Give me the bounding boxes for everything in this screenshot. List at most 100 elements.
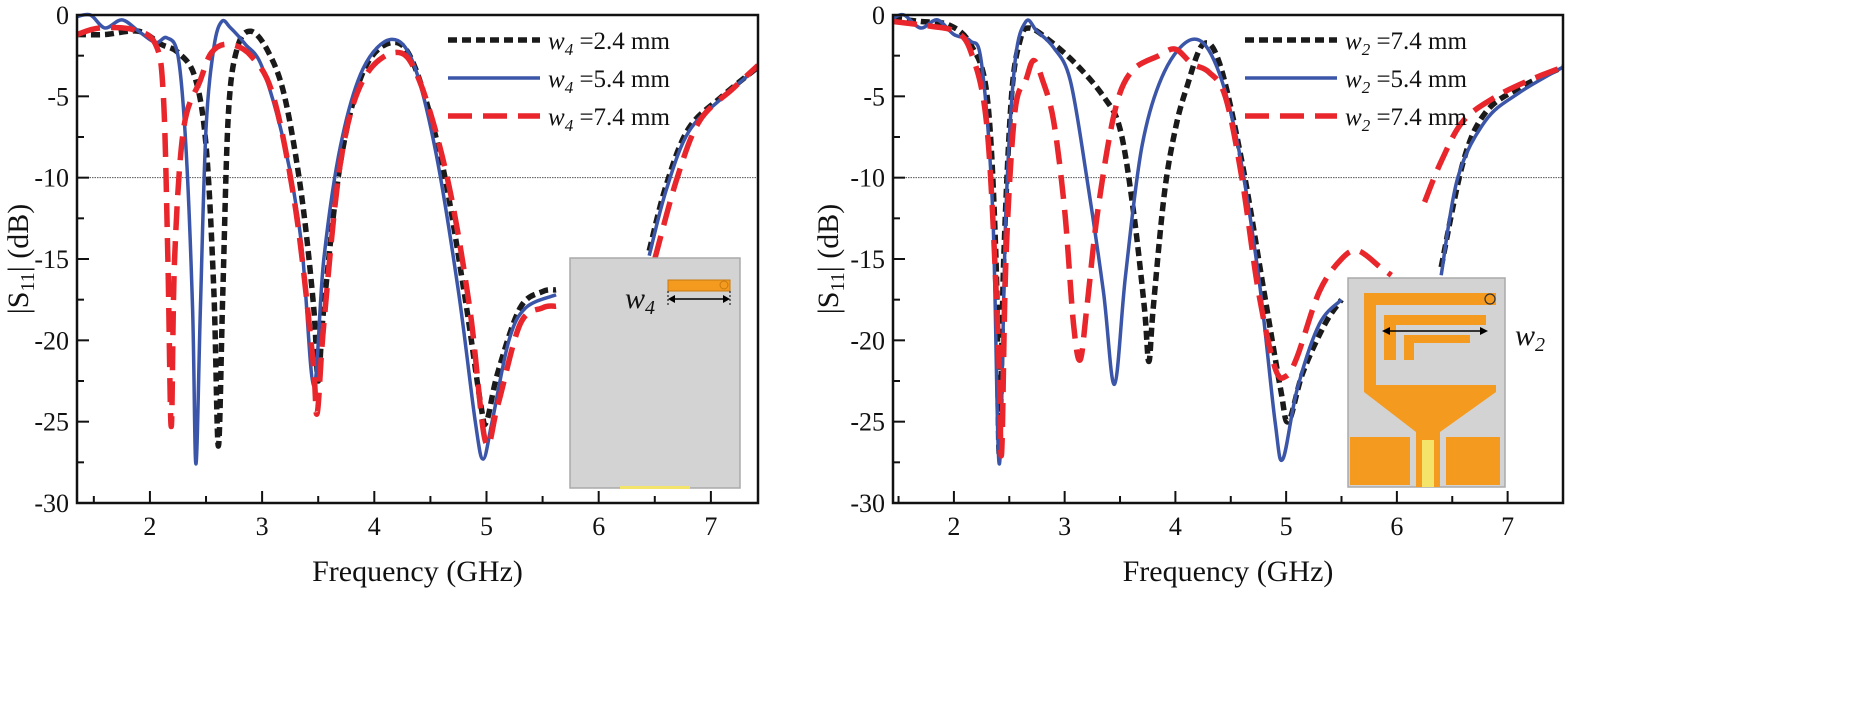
x-tick-label: 6 xyxy=(592,512,605,541)
y-tick-label: -5 xyxy=(47,82,69,111)
x-axis-label: Frequency (GHz) xyxy=(1123,555,1334,588)
legend-label-1: w2 =7.4 mm xyxy=(1345,28,1467,59)
text-span: 4 xyxy=(645,297,655,319)
x-tick-label: 7 xyxy=(704,512,717,541)
text-span: w xyxy=(1515,319,1535,352)
y-tick-label: -15 xyxy=(850,245,885,274)
text-span: w xyxy=(625,282,645,315)
antenna-meander xyxy=(1384,315,1486,360)
y-tick-label: -10 xyxy=(850,164,885,193)
ground-right xyxy=(1446,437,1500,485)
inset-antenna-diagram: w4 xyxy=(569,257,741,489)
text-span: 4 xyxy=(565,40,574,59)
inset-antenna-diagram: w2 xyxy=(1347,277,1545,488)
series-line-2 xyxy=(647,65,758,257)
series-group xyxy=(77,12,758,466)
text-span: =7.4 mm xyxy=(573,104,670,131)
text-span: =7.4 mm xyxy=(1370,28,1467,55)
text-span: w xyxy=(548,66,565,93)
y-tick-label: -5 xyxy=(863,82,885,111)
x-tick-label: 5 xyxy=(480,512,493,541)
series-line-3 xyxy=(1422,64,1563,204)
x-tick-label: 4 xyxy=(1169,512,1182,541)
legend-label-3: w2 =7.4 mm xyxy=(1345,104,1467,135)
y-tick-label: -25 xyxy=(850,408,885,437)
y-axis-label: |S11| (dB) xyxy=(812,204,849,314)
legend-label-1: w4 =2.4 mm xyxy=(548,28,670,59)
y-tick-label: -20 xyxy=(850,326,885,355)
series-line-3 xyxy=(77,24,557,449)
x-tick-label: 3 xyxy=(1058,512,1071,541)
series-line-3 xyxy=(652,63,758,260)
text-span: Frequency (GHz) xyxy=(312,555,523,588)
x-tick-label: 2 xyxy=(947,512,960,541)
text-span: 2 xyxy=(1362,40,1371,59)
inset-substrate xyxy=(569,257,741,489)
series-line-2 xyxy=(77,12,557,466)
via-circle xyxy=(719,280,729,290)
legend-label-2: w4 =5.4 mm xyxy=(548,66,670,97)
y-axis-label: |S11| (dB) xyxy=(2,204,39,314)
y-tick-label: 0 xyxy=(56,1,69,30)
x-tick-label: 5 xyxy=(1280,512,1293,541)
y-tick-label: 0 xyxy=(872,1,885,30)
text-span: 2 xyxy=(1362,116,1371,135)
y-tick-label: -10 xyxy=(34,164,69,193)
antenna-taper xyxy=(1364,385,1496,432)
y-tick-label: -15 xyxy=(34,245,69,274)
inset-label: w4 xyxy=(625,282,655,319)
antenna-strip xyxy=(667,279,731,292)
text-span: w xyxy=(1345,66,1362,93)
text-span: =7.4 mm xyxy=(1370,104,1467,131)
feed-line xyxy=(620,486,690,489)
y-tick-label: -25 xyxy=(34,408,69,437)
text-span: 11 xyxy=(827,272,849,291)
text-span: 2 xyxy=(1362,78,1371,97)
x-tick-label: 2 xyxy=(143,512,156,541)
antenna-inner-arm xyxy=(1404,335,1470,360)
text-span: w xyxy=(548,104,565,131)
series-line-1 xyxy=(77,28,557,449)
text-span: =5.4 mm xyxy=(573,66,670,93)
text-span: Frequency (GHz) xyxy=(1123,555,1334,588)
series-line-2 xyxy=(893,12,1343,466)
series-group xyxy=(893,12,1563,466)
ground-left xyxy=(1350,437,1410,485)
text-span: 4 xyxy=(565,116,574,135)
text-span: w xyxy=(548,28,565,55)
text-span: =2.4 mm xyxy=(573,28,670,55)
feed-center xyxy=(1422,440,1434,487)
text-span: =5.4 mm xyxy=(1370,66,1467,93)
text-span: |S xyxy=(2,292,35,315)
x-tick-label: 3 xyxy=(256,512,269,541)
y-tick-label: -30 xyxy=(850,489,885,518)
series-line-3 xyxy=(893,18,1393,459)
arrow-heads xyxy=(668,295,730,303)
text-span: | (dB) xyxy=(2,204,35,273)
inset-label: w2 xyxy=(1515,319,1545,356)
text-span: 4 xyxy=(565,78,574,97)
series-line-1 xyxy=(893,15,1344,457)
series-line-2 xyxy=(1439,65,1563,276)
x-tick-label: 4 xyxy=(368,512,381,541)
text-span: w xyxy=(1345,28,1362,55)
text-span: w xyxy=(1345,104,1362,131)
text-span: | (dB) xyxy=(812,204,845,273)
x-axis-label: Frequency (GHz) xyxy=(312,555,523,588)
antenna-outer-arm xyxy=(1364,293,1496,385)
x-tick-label: 6 xyxy=(1390,512,1403,541)
legend-label-2: w2 =5.4 mm xyxy=(1345,66,1467,97)
y-tick-label: -20 xyxy=(34,326,69,355)
text-span: |S xyxy=(812,292,845,315)
legend-label-3: w4 =7.4 mm xyxy=(548,104,670,135)
via-circle xyxy=(1484,293,1496,305)
text-span: 2 xyxy=(1535,334,1545,356)
x-tick-label: 7 xyxy=(1501,512,1514,541)
text-span: 11 xyxy=(17,272,39,291)
y-tick-label: -30 xyxy=(34,489,69,518)
